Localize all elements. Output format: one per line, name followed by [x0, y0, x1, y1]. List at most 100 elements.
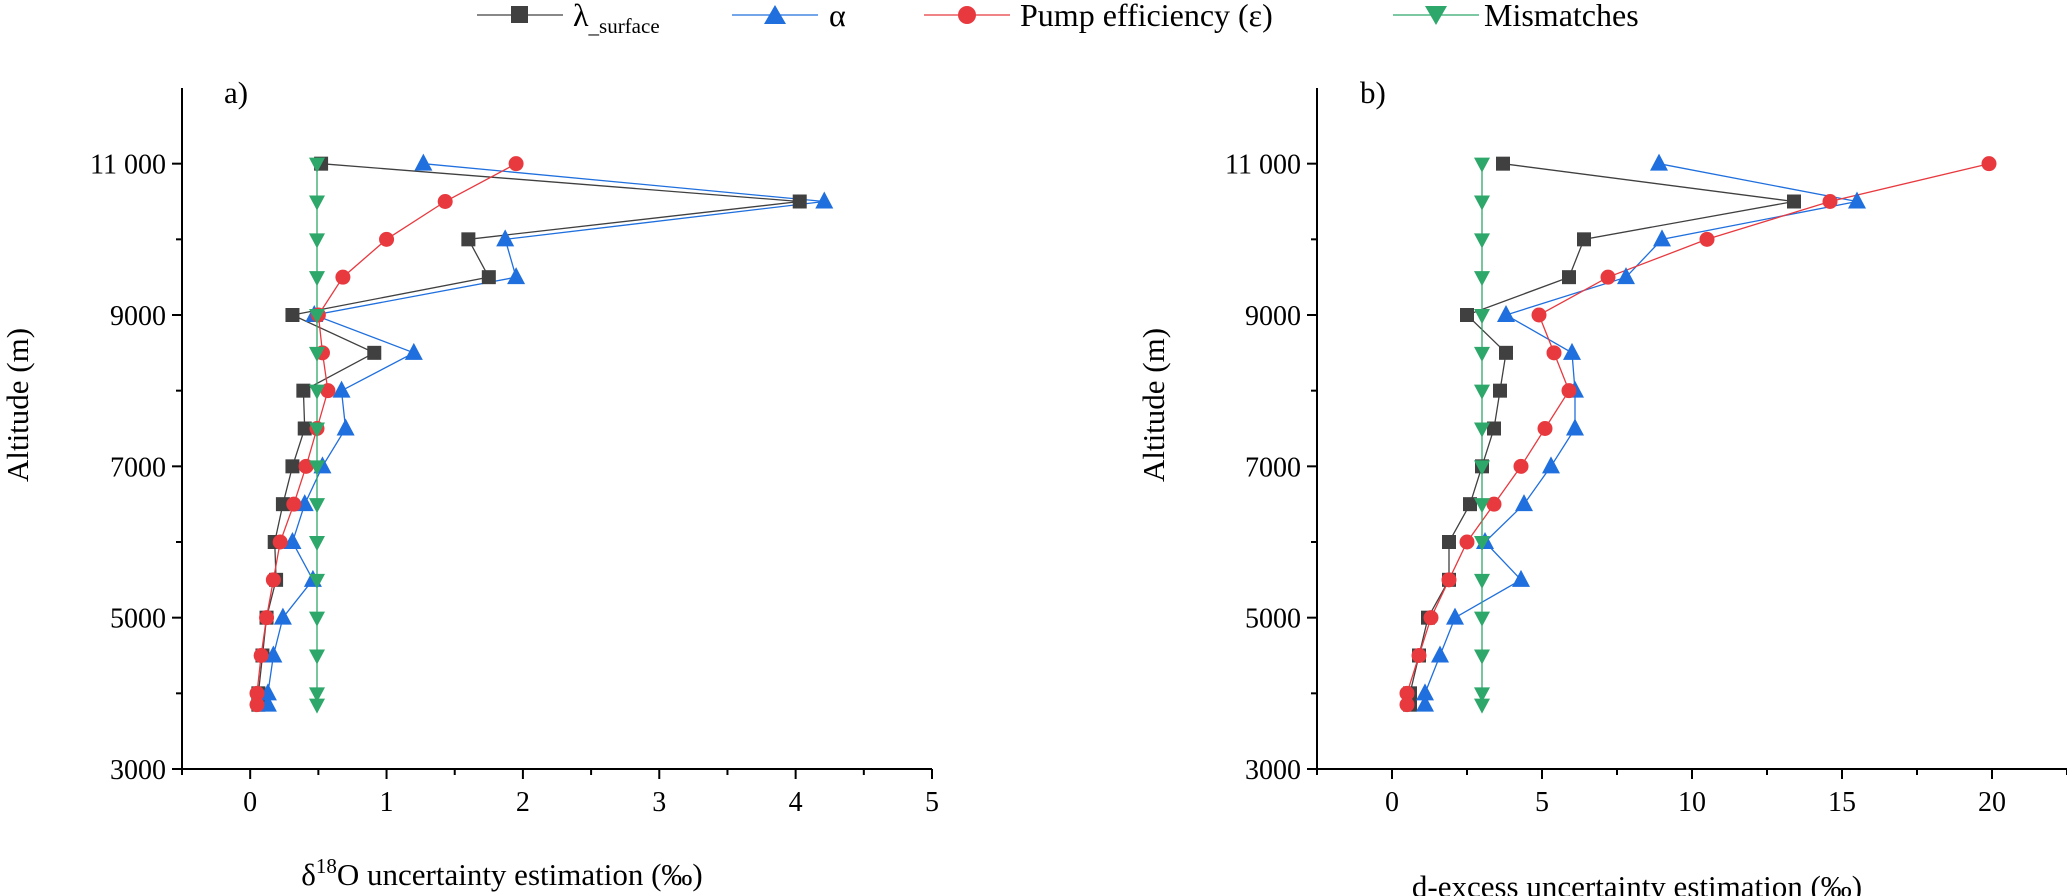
marker-lambda: [792, 194, 807, 209]
legend-marker-lambda: [511, 6, 528, 23]
marker-pump: [508, 156, 524, 172]
panel-label: a): [224, 75, 248, 110]
marker-alpha: [1542, 456, 1560, 474]
legend-marker-alpha: [764, 5, 786, 24]
x-tick-label: 2: [516, 787, 530, 818]
marker-mismatch: [1474, 536, 1490, 551]
marker-mismatch: [309, 195, 325, 211]
marker-mismatch: [309, 611, 325, 627]
y-tick-label: 11 000: [90, 150, 166, 181]
marker-alpha: [1512, 569, 1530, 587]
marker-mismatch: [309, 498, 325, 514]
marker-pump: [1699, 231, 1715, 247]
legend: λ_surface α Pump efficiency (ε) Mismatch…: [477, 0, 1639, 38]
panel-a: a) Altitude (m) δ18O uncertainty estimat…: [0, 75, 939, 892]
x-tick-label: 5: [1535, 787, 1549, 818]
marker-alpha: [1848, 191, 1866, 209]
marker-lambda: [1577, 232, 1591, 247]
series-line-pump: [1406, 163, 1990, 705]
marker-alpha: [1566, 418, 1584, 436]
marker-pump: [1459, 534, 1475, 550]
legend-label-lambda: λ_surface: [573, 0, 660, 38]
panel-b: b) Altitude (m) d-excess uncertainty est…: [1136, 75, 2067, 896]
marker-mismatch: [309, 233, 325, 249]
series-line-lambda: [257, 163, 800, 705]
y-tick-label: 9000: [110, 301, 166, 332]
marker-mismatch: [1474, 157, 1490, 173]
marker-alpha: [1497, 305, 1515, 322]
marker-mismatch: [309, 422, 325, 438]
marker-lambda: [275, 497, 290, 512]
marker-mismatch: [1474, 698, 1490, 714]
marker-mismatch: [1474, 498, 1490, 514]
y-tick-label: 5000: [1245, 604, 1301, 635]
marker-alpha: [1650, 153, 1668, 171]
marker-mismatch: [1474, 271, 1490, 287]
marker-lambda: [1562, 270, 1576, 285]
marker-lambda: [1787, 194, 1801, 209]
x-tick-label: 0: [1385, 787, 1399, 818]
marker-lambda: [1499, 345, 1513, 360]
marker-lambda: [285, 459, 300, 474]
marker-pump: [298, 458, 314, 474]
y-tick-label: 7000: [110, 452, 166, 483]
marker-mismatch: [309, 157, 325, 173]
marker-mismatch: [1474, 611, 1490, 627]
marker-mismatch: [1474, 233, 1490, 249]
marker-pump: [1423, 610, 1439, 626]
marker-alpha: [1563, 342, 1581, 360]
marker-pump: [1822, 194, 1838, 209]
legend-item-mismatch: Mismatches: [1393, 0, 1639, 33]
marker-alpha: [1416, 683, 1434, 701]
y-tick-label: 11 000: [1225, 150, 1301, 181]
marker-pump: [1546, 345, 1562, 361]
x-tick-label: 1: [380, 787, 394, 818]
y-tick-label: 5000: [110, 604, 166, 635]
marker-pump: [320, 383, 336, 399]
marker-alpha: [336, 418, 355, 436]
marker-pump: [249, 685, 265, 701]
y-tick-label: 3000: [1245, 755, 1301, 786]
marker-mismatch: [309, 536, 325, 551]
y-tick-label: 3000: [110, 755, 166, 786]
marker-mismatch: [309, 309, 325, 324]
x-tick-label: 4: [789, 787, 803, 818]
marker-mismatch: [1474, 346, 1490, 362]
x-tick-label: 20: [1978, 787, 2006, 818]
marker-pump: [1399, 685, 1415, 701]
marker-pump: [265, 572, 281, 588]
marker-mismatch: [309, 384, 325, 400]
series-line-pump: [256, 163, 517, 705]
marker-pump: [249, 697, 265, 713]
marker-alpha: [273, 607, 292, 625]
marker-alpha: [332, 380, 351, 398]
y-tick-label: 9000: [1245, 301, 1301, 332]
marker-lambda: [367, 345, 382, 360]
marker-mismatch: [1474, 422, 1490, 438]
x-tick-label: 15: [1828, 787, 1856, 818]
marker-mismatch: [1474, 195, 1490, 211]
marker-mismatch: [309, 573, 325, 589]
marker-pump: [1441, 572, 1457, 588]
marker-alpha: [414, 153, 433, 171]
marker-mismatch: [1474, 649, 1490, 665]
legend-item-alpha: α: [732, 0, 846, 33]
marker-pump: [1411, 648, 1427, 663]
marker-pump: [1981, 156, 1997, 172]
legend-label-pump: Pump efficiency (ε): [1020, 0, 1273, 33]
marker-alpha: [1515, 494, 1533, 512]
marker-alpha: [283, 532, 302, 549]
marker-alpha: [507, 267, 526, 285]
marker-lambda: [285, 308, 300, 322]
marker-lambda: [297, 421, 312, 436]
x-axis-title: d-excess uncertainty estimation (‰): [1412, 869, 1862, 896]
marker-pump: [272, 534, 288, 550]
marker-lambda: [1493, 383, 1507, 398]
marker-mismatch: [1474, 573, 1490, 589]
marker-mismatch: [1474, 460, 1490, 476]
marker-mismatch: [309, 271, 325, 287]
marker-mismatch: [309, 346, 325, 362]
marker-pump: [253, 648, 269, 663]
series-line-alpha: [1424, 163, 1858, 705]
